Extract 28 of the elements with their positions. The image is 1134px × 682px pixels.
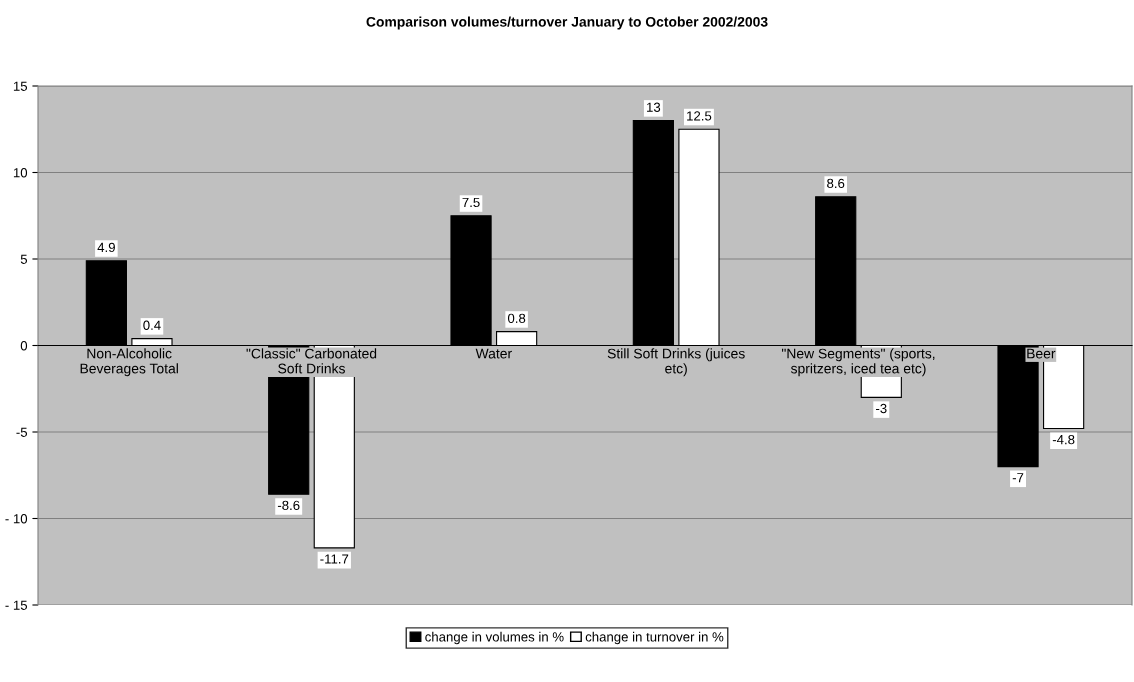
- data-label: -4.8: [1052, 434, 1075, 445]
- data-label: -3: [876, 403, 887, 414]
- data-label: -11.7: [320, 554, 349, 564]
- data-label: -8.6: [277, 500, 300, 511]
- x-tick-label: "New Segments" (sports, spritzers, iced tea etc): [781, 348, 935, 377]
- x-tick-label: Water: [475, 348, 512, 359]
- y-tick-label: 15: [13, 81, 28, 91]
- data-label: 7.5: [462, 197, 480, 208]
- data-label: 12.5: [687, 111, 712, 121]
- x-tick-label: Non-Alcoholic Beverages Total: [80, 348, 178, 377]
- y-tick-label: 10: [13, 168, 28, 178]
- data-label: -7: [1012, 473, 1024, 483]
- data-label: 13: [647, 102, 661, 112]
- y-tick-label: 0: [20, 341, 28, 351]
- legend-label: change in volumes in %: [425, 631, 564, 645]
- x-tick-label: Still Soft Drinks (juices etc): [607, 348, 745, 377]
- legend-label: change in turnover in %: [585, 631, 724, 645]
- y-tick-label: - 10: [5, 514, 28, 524]
- data-label: 8.6: [827, 178, 845, 189]
- x-tick-label: Beer: [1027, 348, 1056, 359]
- y-tick-label: 5: [20, 254, 28, 264]
- y-tick-label: -5: [16, 427, 28, 437]
- data-label: 4.9: [97, 242, 115, 253]
- y-tick-label: - 15: [5, 600, 28, 610]
- data-label: 0.4: [143, 320, 161, 330]
- x-tick-label: "Classic" Carbonated Soft Drinks: [246, 348, 377, 374]
- chart-title: Comparison volumes/turnover January to October 2002/2003: [366, 16, 768, 30]
- data-label: 0.8: [507, 313, 526, 323]
